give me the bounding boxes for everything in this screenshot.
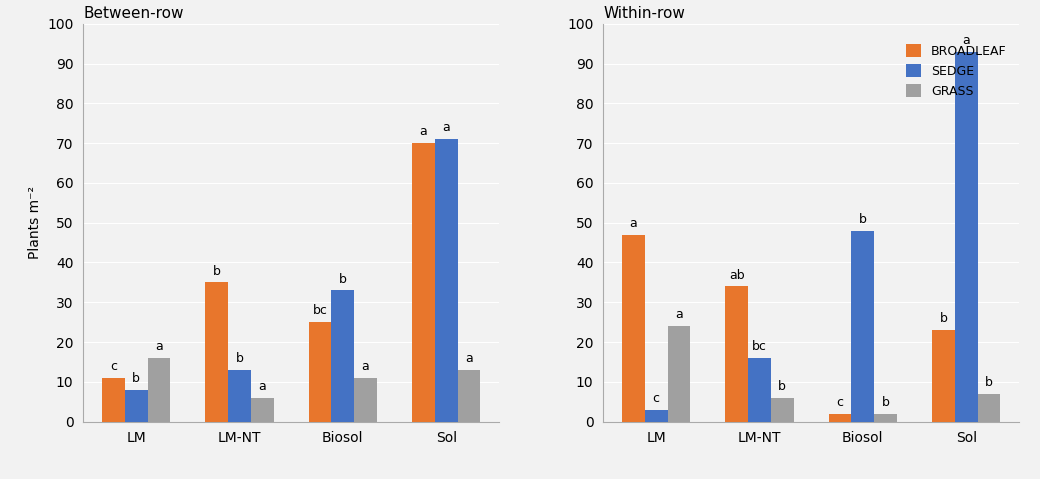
Text: a: a bbox=[675, 308, 683, 321]
Bar bbox=[748, 358, 771, 422]
Text: a: a bbox=[155, 340, 163, 353]
Bar bbox=[228, 370, 251, 422]
Text: a: a bbox=[442, 122, 450, 135]
Bar bbox=[955, 52, 978, 422]
Text: c: c bbox=[653, 392, 659, 405]
Text: a: a bbox=[962, 34, 970, 47]
Bar bbox=[332, 290, 355, 422]
Bar bbox=[412, 143, 435, 422]
Bar bbox=[251, 398, 274, 422]
Text: Between-row: Between-row bbox=[83, 6, 184, 22]
Bar bbox=[829, 413, 852, 422]
Text: bc: bc bbox=[752, 340, 766, 353]
Text: b: b bbox=[939, 312, 947, 325]
Text: b: b bbox=[882, 396, 889, 409]
Text: b: b bbox=[132, 372, 140, 385]
Text: ab: ab bbox=[729, 269, 745, 282]
Text: b: b bbox=[213, 264, 220, 278]
Bar bbox=[932, 330, 955, 422]
Bar bbox=[102, 378, 125, 422]
Text: c: c bbox=[110, 360, 116, 373]
Text: Within-row: Within-row bbox=[603, 6, 685, 22]
Text: a: a bbox=[465, 352, 473, 365]
Text: b: b bbox=[778, 380, 786, 393]
Bar bbox=[668, 326, 691, 422]
Bar bbox=[875, 413, 896, 422]
Bar bbox=[458, 370, 480, 422]
Text: a: a bbox=[258, 380, 266, 393]
Bar bbox=[309, 322, 332, 422]
Bar bbox=[645, 410, 668, 422]
Text: b: b bbox=[859, 213, 866, 226]
Bar bbox=[726, 286, 748, 422]
Bar bbox=[622, 235, 645, 422]
Text: b: b bbox=[339, 273, 346, 285]
Text: a: a bbox=[419, 125, 427, 138]
Bar bbox=[771, 398, 794, 422]
Bar bbox=[125, 390, 148, 422]
Text: a: a bbox=[629, 217, 638, 230]
Bar bbox=[206, 283, 228, 422]
Text: b: b bbox=[236, 352, 243, 365]
Bar bbox=[435, 139, 458, 422]
Y-axis label: Plants m⁻²: Plants m⁻² bbox=[27, 186, 42, 259]
Bar bbox=[852, 231, 875, 422]
Bar bbox=[355, 378, 376, 422]
Text: b: b bbox=[985, 376, 993, 389]
Text: c: c bbox=[836, 396, 843, 409]
Text: a: a bbox=[362, 360, 369, 373]
Bar bbox=[978, 394, 1000, 422]
Text: bc: bc bbox=[313, 304, 328, 318]
Legend: BROADLEAF, SEDGE, GRASS: BROADLEAF, SEDGE, GRASS bbox=[900, 38, 1013, 104]
Bar bbox=[148, 358, 171, 422]
